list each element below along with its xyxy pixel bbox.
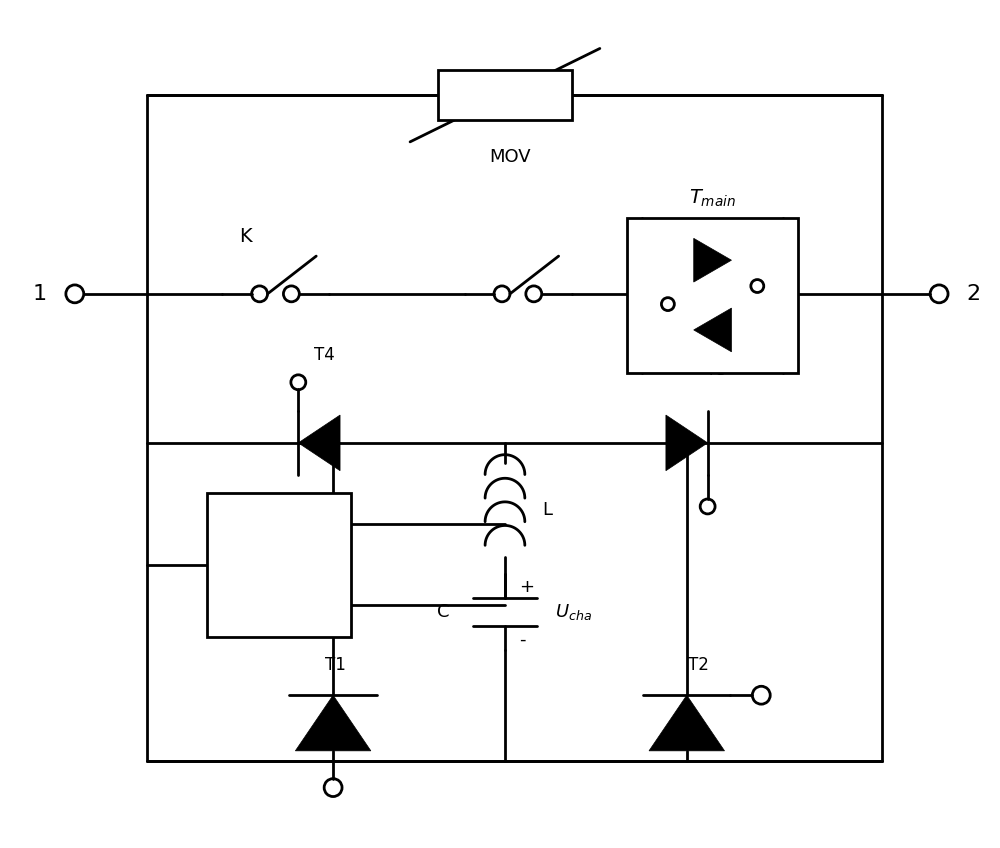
Text: +: + — [519, 578, 534, 596]
Polygon shape — [666, 415, 708, 471]
Text: L: L — [543, 501, 553, 519]
Polygon shape — [694, 308, 731, 352]
Text: T3: T3 — [706, 361, 727, 379]
Text: 2: 2 — [967, 284, 981, 304]
Text: 电源: 电源 — [266, 555, 291, 575]
Text: MOV: MOV — [489, 148, 531, 166]
Text: T2: T2 — [688, 656, 709, 674]
Text: $U_{cha}$: $U_{cha}$ — [555, 602, 592, 622]
Text: C: C — [437, 603, 450, 621]
Bar — [438, 70, 572, 120]
Text: T1: T1 — [325, 656, 346, 674]
Text: T4: T4 — [314, 347, 335, 365]
Text: K: K — [239, 227, 252, 246]
Polygon shape — [295, 695, 371, 750]
Polygon shape — [298, 415, 340, 471]
Bar — [207, 493, 351, 637]
Text: -: - — [519, 631, 525, 649]
Text: $T_{main}$: $T_{main}$ — [689, 188, 736, 209]
Polygon shape — [649, 695, 725, 750]
Polygon shape — [694, 238, 731, 282]
Bar — [627, 218, 798, 373]
Text: 1: 1 — [33, 284, 47, 304]
